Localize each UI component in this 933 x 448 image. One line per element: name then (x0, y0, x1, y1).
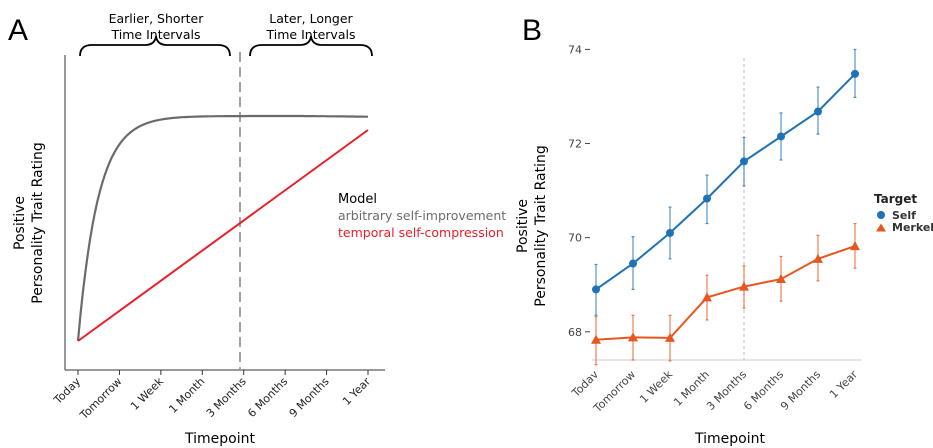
panel-b-y-tick-label: 74 (568, 43, 582, 56)
panel-b-legend-label-self: Self (892, 209, 916, 222)
panel-a-brace-early (79, 35, 231, 57)
panel-a-chart: Earlier, Shorter Time Intervals Later, L… (12, 11, 506, 447)
panel-b-point-self (851, 69, 859, 78)
panel-letter-a: A (8, 14, 28, 47)
panel-a-ylabel-line2: Personality Trait Rating (30, 142, 46, 303)
panel-b-chart: Positive Personality Trait Rating Timepo… (515, 43, 933, 447)
panel-a-annotation-early-line1: Earlier, Shorter (109, 11, 205, 26)
panel-a-legend-item-arbitrary: arbitrary self-improvement (338, 208, 506, 223)
panel-b-ylabel-line2: Personality Trait Rating (533, 145, 549, 306)
panel-b-y-tick-label: 68 (568, 326, 582, 339)
panel-a-annotation-late-line1: Later, Longer (269, 11, 353, 26)
panel-b-point-merkel (850, 241, 860, 251)
panel-a-x-tick-label: 1 Month (166, 375, 207, 416)
panel-b-legend-marker-self (877, 211, 885, 219)
panel-b-point-merkel (628, 332, 638, 342)
panel-a-x-tick-label: 6 Months (245, 375, 290, 420)
panel-b-x-tick-label: 1 Year (827, 368, 860, 401)
panel-a-x-tick-label: Tomorrow (77, 375, 125, 423)
panel-b-series-merkel-line (595, 245, 856, 341)
panel-b-legend-label-merkel: Merkel (892, 221, 933, 234)
panel-b-point-self (666, 228, 674, 237)
panel-a-brace-late (249, 35, 373, 57)
panel-a-annotation-early-line2: Time Intervals (111, 27, 201, 42)
panel-b-ylabel-line1: Positive (515, 199, 531, 253)
panel-b-x-tick-label: Todav (569, 368, 602, 401)
panel-b-point-self (703, 194, 711, 203)
panel-b-point-self (814, 107, 822, 116)
panel-b-legend-marker-merkel (876, 223, 886, 232)
panel-a-x-tick-label: 1 Year (340, 375, 373, 408)
panel-b-point-merkel (665, 332, 675, 342)
panel-a-legend-title: Model (338, 192, 377, 207)
panel-b-point-merkel (702, 292, 712, 302)
panel-a-legend-item-temporal: temporal self-compression (338, 225, 504, 240)
panel-b-point-self (629, 259, 637, 268)
panel-b-series-self-line (595, 73, 856, 291)
panel-b-point-self (592, 285, 600, 294)
panel-b-point-merkel (776, 274, 786, 284)
panel-a-series-temporal-line (77, 129, 369, 342)
panel-a-x-tick-label: 9 Months (287, 375, 332, 420)
panel-a-annotation-late-line2: Time Intervals (266, 27, 356, 42)
panel-a-x-tick-label: 3 Months (204, 375, 249, 420)
panel-b-x-tick-label: 9 Months (778, 368, 823, 413)
panel-a-series-arbitrary-line (76, 114, 368, 342)
panel-a-ylabel-line1: Positive (12, 196, 28, 250)
panel-a-xlabel: Timepoint (184, 431, 255, 447)
panel-a-x-tick-label: 1 Week (128, 374, 166, 412)
panel-b-point-self (777, 132, 785, 141)
panel-b-legend-title: Target (874, 192, 917, 206)
panel-b-point-merkel (739, 281, 749, 291)
panel-b-xlabel: Timepoint (694, 431, 765, 447)
panel-b-y-tick-label: 72 (568, 138, 582, 151)
panel-b-point-merkel (813, 253, 823, 263)
panel-b-point-merkel (591, 334, 601, 344)
panel-a-x-tick-label: Today (51, 375, 84, 408)
panel-b-x-tick-label: 1 Week (637, 367, 675, 405)
panel-letter-b: B (522, 14, 542, 47)
panel-b-y-tick-label: 70 (568, 232, 582, 245)
panel-b-point-self (740, 157, 748, 166)
